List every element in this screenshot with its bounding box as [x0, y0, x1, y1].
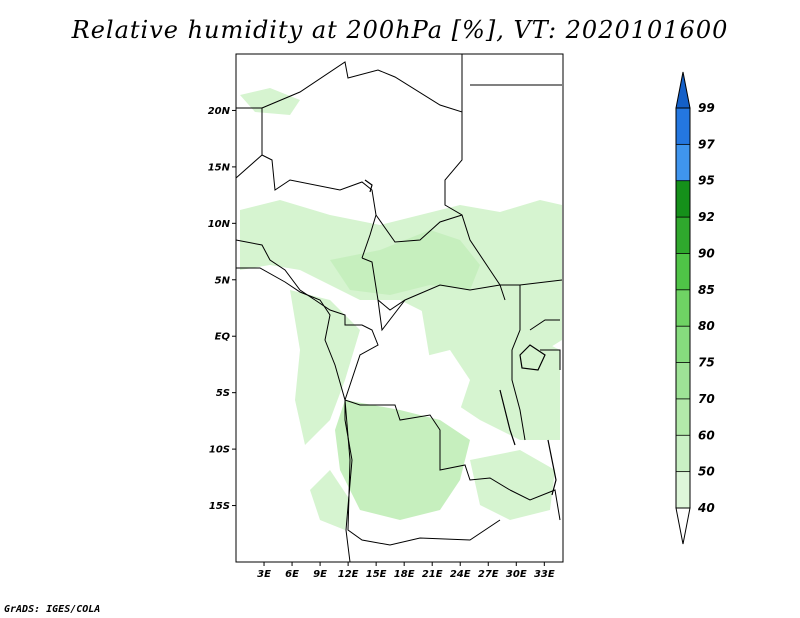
humidity-region-southwest: [310, 470, 350, 530]
longitude-axis: 3E 6E 9E 12E 15E 18E 21E 24E 27E 30E 33E: [257, 562, 555, 580]
colorbar-level-label: 70: [698, 392, 715, 406]
lat-tick-label: 5N: [215, 275, 231, 286]
colorbar-level-label: 97: [698, 137, 715, 151]
colorbar-swatch: [676, 435, 690, 472]
lon-tick-label: 33E: [534, 569, 555, 580]
humidity-shading: [240, 88, 562, 530]
colorbar-level-label: 99: [698, 101, 715, 115]
lon-tick-label: 24E: [450, 569, 471, 580]
colorbar-level-label: 92: [698, 210, 715, 224]
lon-tick-label: 27E: [478, 569, 499, 580]
lon-tick-label: 6E: [285, 569, 299, 580]
humidity-region-north: [240, 88, 300, 115]
lake-tanganyika: [499, 389, 516, 446]
colorbar-swatch: [676, 398, 690, 436]
lon-tick-label: 30E: [506, 569, 527, 580]
colorbar-level-label: 50: [698, 465, 715, 479]
coastline: [236, 267, 353, 563]
colorbar-swatch: [676, 253, 690, 290]
colorbar-swatch: [676, 180, 690, 218]
lake-victoria: [519, 344, 546, 371]
colorbar-swatch: [676, 289, 690, 327]
lat-tick-label: 15S: [209, 501, 230, 512]
colorbar-swatch: [676, 362, 690, 399]
lat-tick-label: EQ: [215, 332, 231, 343]
colorbar-swatch: [676, 108, 690, 145]
colorbar-swatch: [676, 217, 690, 254]
colorbar-top-arrow: [675, 71, 691, 109]
colorbar-level-label: 90: [698, 246, 715, 260]
chart-title: Relative humidity at 200hPa [%], VT: 202…: [71, 16, 729, 44]
colorbar-swatch: [676, 144, 690, 181]
colorbar-bottom-arrow: [675, 507, 691, 545]
lakes: [364, 179, 557, 496]
humidity-region-coast: [290, 290, 360, 445]
map-frame: [235, 53, 564, 563]
lake-chad: [364, 179, 373, 193]
lat-tick-label: 15N: [208, 162, 231, 173]
colorbar-level-label: 95: [698, 174, 715, 188]
humidity-region-southeast: [470, 450, 555, 520]
dry-patch-center: [410, 350, 470, 410]
lat-tick-label: 10S: [209, 445, 230, 456]
lon-tick-label: 9E: [313, 569, 327, 580]
colorbar-level-label: 60: [698, 428, 715, 442]
lon-tick-label: 15E: [366, 569, 387, 580]
lon-tick-label: 18E: [394, 569, 415, 580]
colorbar-swatch: [676, 326, 690, 363]
colorbar-level-label: 40: [697, 501, 715, 515]
lat-tick-label: 10N: [208, 219, 231, 230]
lake-malawi: [547, 439, 557, 496]
humidity-region-south: [335, 400, 470, 520]
lon-tick-label: 12E: [338, 569, 359, 580]
lon-tick-label: 21E: [422, 569, 443, 580]
colorbar-level-label: 85: [698, 283, 715, 297]
country-boundaries: [235, 54, 563, 546]
humidity-region-central: [330, 230, 480, 295]
colorbar-level-label: 75: [698, 356, 715, 370]
lat-tick-label: 5S: [216, 388, 230, 399]
lon-tick-label: 3E: [257, 569, 271, 580]
humidity-region-east: [420, 300, 560, 440]
colorbar-level-label: 80: [698, 319, 715, 333]
colorbar: 99 97 95 92 90 85 80 75 70 60 50 40: [675, 71, 715, 545]
credit-text: GrADS: IGES/COLA: [4, 604, 101, 615]
latitude-axis: 20N 15N 10N 5N EQ 5S 10S 15S: [208, 106, 236, 512]
colorbar-swatch: [676, 471, 690, 508]
lat-tick-label: 20N: [208, 106, 231, 117]
